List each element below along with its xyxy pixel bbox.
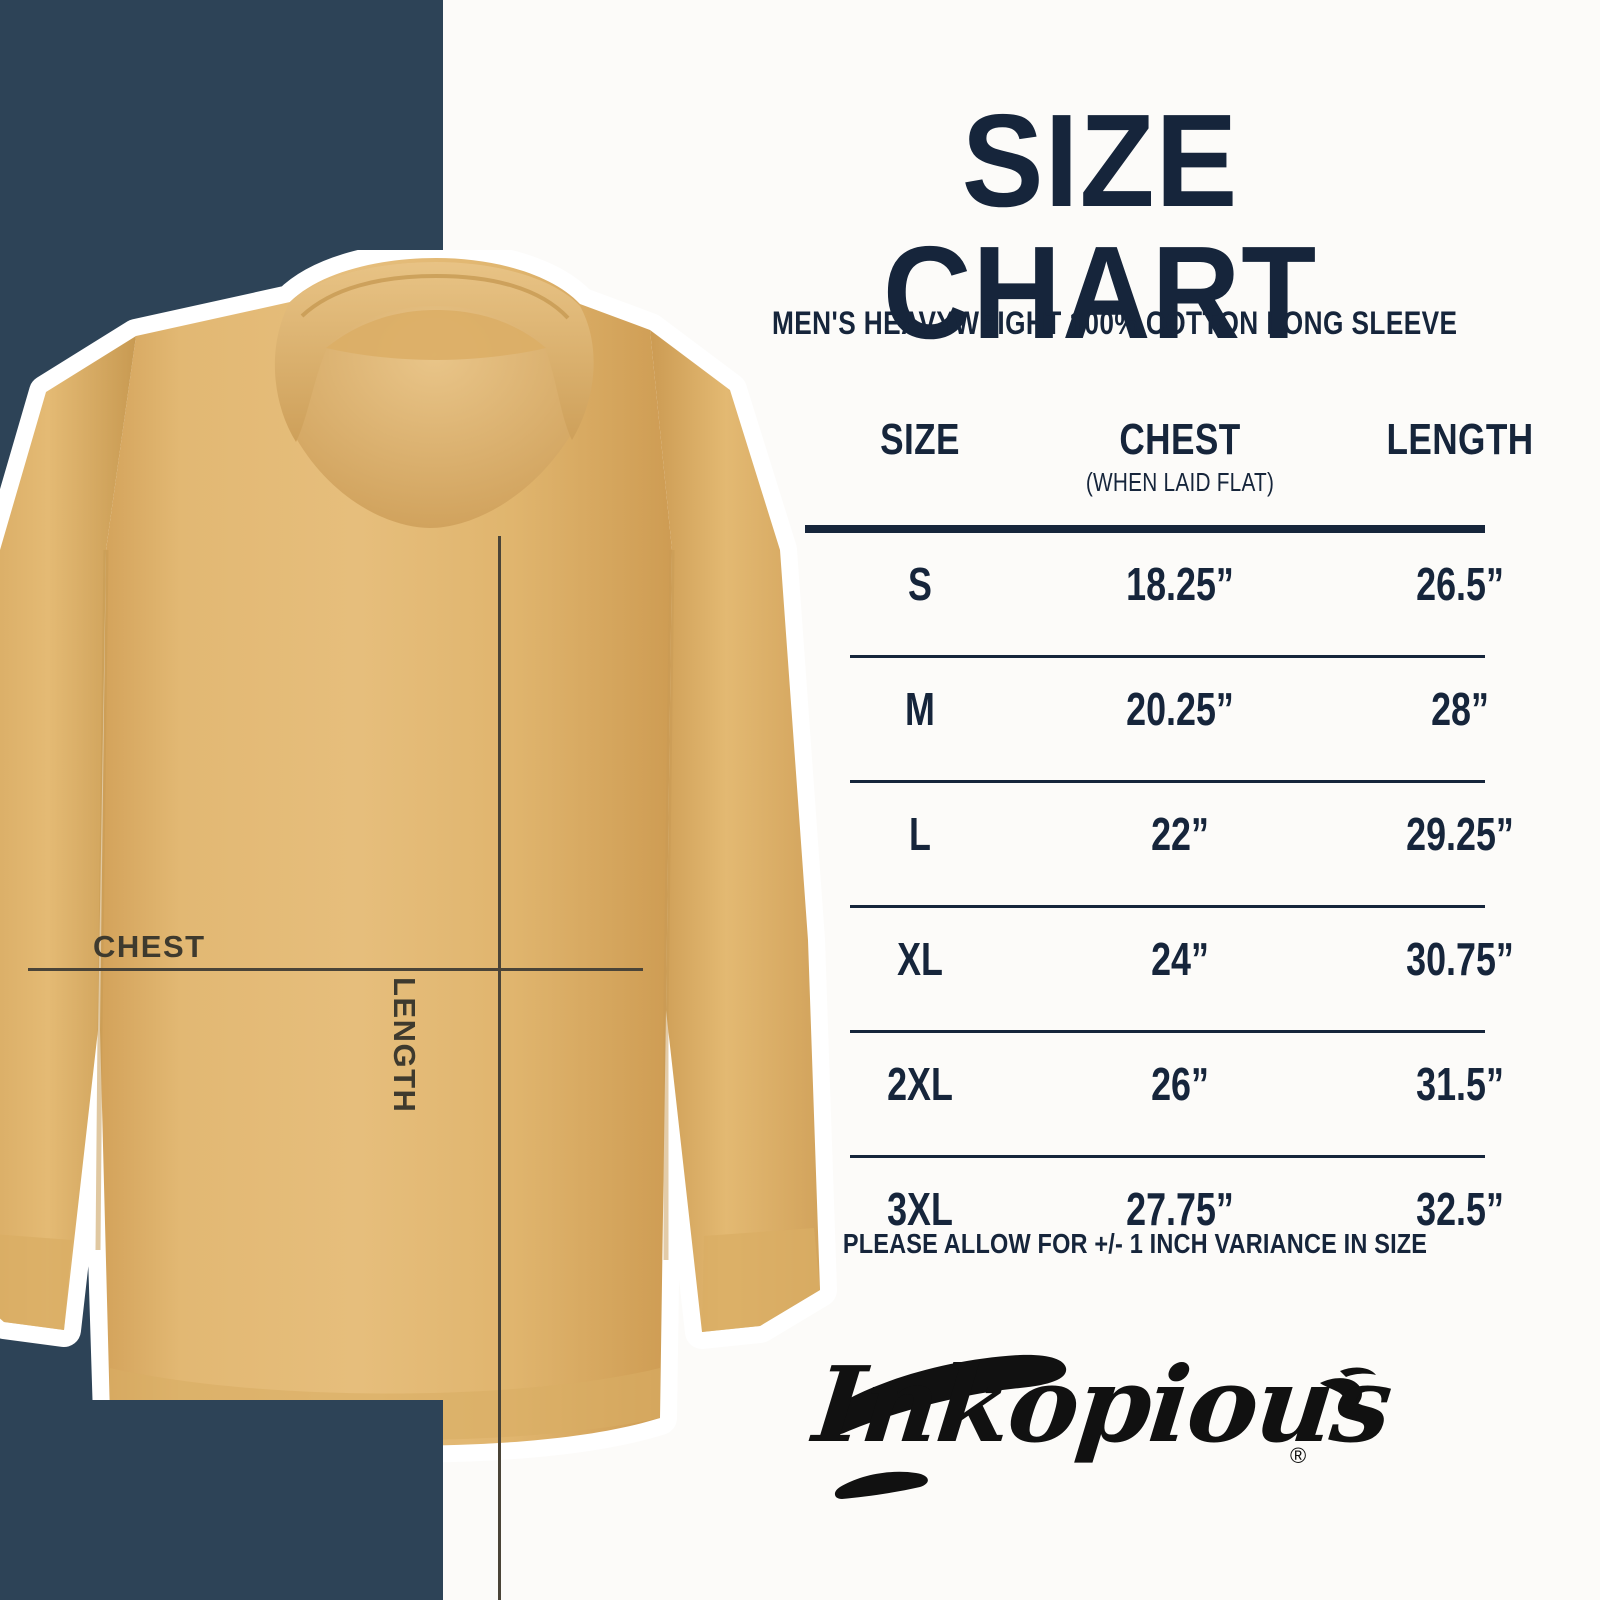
cell-length: 28”	[1431, 683, 1489, 735]
cell-length: 30.75”	[1406, 933, 1514, 985]
cell-chest: 27.75”	[1126, 1183, 1234, 1235]
chart-content: SIZE CHART MEN'S HEAVYWEIGHT 100% COTTON…	[700, 0, 1600, 1600]
row-divider	[850, 780, 1485, 783]
brush-stroke-icon	[831, 1354, 1376, 1499]
logo-tail-flick-2	[1340, 1367, 1376, 1377]
cell-size: XL	[897, 933, 943, 985]
long-sleeve-shirt-illustration	[0, 250, 837, 1463]
cell-chest: 24”	[1151, 933, 1209, 985]
table-body: S 18.25” 26.5” M 20.25” 28” L 22” 29.25”	[805, 533, 1595, 1283]
chest-measurement-line	[28, 968, 643, 971]
table-row: L 22” 29.25”	[805, 783, 1595, 908]
table-row: M 20.25” 28”	[805, 658, 1595, 783]
column-header-size: SIZE	[880, 415, 960, 464]
table-row: S 18.25” 26.5”	[805, 533, 1595, 658]
cell-length: 32.5”	[1416, 1183, 1504, 1235]
cell-size: S	[908, 558, 932, 610]
column-header-chest: CHEST	[1119, 415, 1241, 464]
cell-size: M	[905, 683, 935, 735]
page-title: SIZE CHART	[882, 87, 1318, 366]
navy-background-notch	[0, 1400, 443, 1600]
left-cuff	[0, 1234, 72, 1330]
size-table: SIZE CHEST (WHEN LAID FLAT) LENGTH S 18.…	[805, 415, 1595, 1235]
shirt-left-sleeve	[0, 336, 136, 1330]
registered-trademark-icon: ®	[1290, 1443, 1307, 1468]
column-header-chest-sublabel: (WHEN LAID FLAT)	[1085, 467, 1275, 497]
cell-chest: 18.25”	[1126, 558, 1234, 610]
table-row: XL 24” 30.75”	[805, 908, 1595, 1033]
logo-wordmark: Inkopious	[808, 1343, 1396, 1466]
cell-size: L	[909, 808, 931, 860]
ribbed-collar	[274, 262, 594, 442]
shirt-right-sleeve	[650, 330, 820, 1332]
cell-length: 26.5”	[1416, 558, 1504, 610]
cell-length: 31.5”	[1416, 1058, 1504, 1110]
shirt-body	[100, 258, 672, 1446]
cell-chest: 26”	[1151, 1058, 1209, 1110]
row-divider	[850, 1030, 1485, 1033]
length-measurement-line	[498, 536, 501, 1600]
header-divider	[805, 525, 1485, 533]
cell-size: 2XL	[887, 1058, 953, 1110]
brand-logo: Inkopious ®	[808, 1335, 1396, 1515]
variance-note: PLEASE ALLOW FOR +/- 1 INCH VARIANCE IN …	[842, 1228, 1428, 1259]
length-measurement-label: LENGTH	[387, 977, 422, 1114]
cell-size: 3XL	[887, 1183, 953, 1235]
neck-tape	[326, 310, 546, 360]
column-header-length: LENGTH	[1386, 415, 1534, 464]
logo-tail-flick	[1320, 1378, 1362, 1415]
row-divider	[850, 1155, 1485, 1158]
collar-stitch	[300, 273, 570, 320]
table-row: 2XL 26” 31.5”	[805, 1033, 1595, 1158]
cell-chest: 20.25”	[1126, 683, 1234, 735]
left-shoulder-seam	[95, 549, 109, 1251]
row-divider	[850, 905, 1485, 908]
logo-top-swash	[831, 1354, 1067, 1435]
right-shoulder-seam	[663, 549, 675, 1260]
right-cuff	[702, 1228, 820, 1332]
table-row: 3XL 27.75” 32.5”	[805, 1158, 1595, 1283]
product-photo: CHEST LENGTH	[0, 250, 860, 1600]
cell-chest: 22”	[1151, 808, 1209, 860]
page-subtitle: MEN'S HEAVYWEIGHT 100% COTTON LONG SLEEV…	[772, 305, 1458, 341]
cell-length: 29.25”	[1406, 808, 1514, 860]
chest-measurement-label: CHEST	[93, 929, 206, 964]
logo-bottom-swash	[834, 1471, 928, 1499]
table-header-row: SIZE CHEST (WHEN LAID FLAT) LENGTH	[805, 415, 1595, 533]
row-divider	[850, 655, 1485, 658]
